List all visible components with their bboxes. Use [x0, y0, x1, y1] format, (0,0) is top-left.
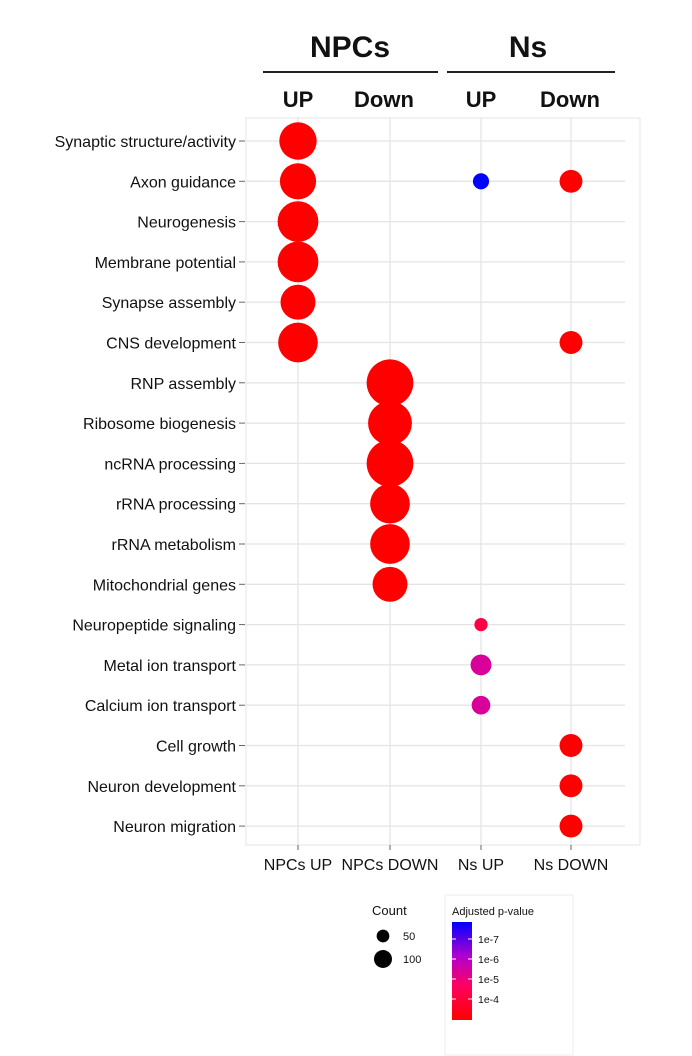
x-tick-label: NPCs UP: [264, 857, 332, 874]
y-tick-label: Ribosome biogenesis: [83, 416, 236, 433]
header-sub-npcs-up: UP: [283, 87, 314, 112]
colorbar-tick-label: 1e-4: [478, 994, 499, 1006]
y-tick-label: CNS development: [106, 336, 236, 353]
colorbar-tick-label: 1e-6: [478, 954, 499, 966]
data-point: [280, 284, 316, 320]
header-ns: Ns: [509, 31, 547, 64]
y-tick-label: Cell growth: [156, 739, 236, 756]
y-tick-label: Neurogenesis: [137, 215, 236, 232]
y-axis-labels: Synaptic structure/activity Axon guidance…: [55, 134, 245, 836]
count-legend-label: 100: [403, 954, 421, 966]
y-tick-label: Neuron migration: [113, 819, 236, 836]
y-tick-label: Neuropeptide signaling: [72, 618, 236, 635]
data-point: [559, 169, 583, 193]
data-point: [559, 734, 583, 757]
y-tick-label: ncRNA processing: [104, 456, 236, 473]
count-legend-dot: [374, 950, 392, 968]
data-point: [370, 524, 410, 564]
data-point: [559, 814, 583, 838]
x-tick-label: Ns UP: [458, 857, 504, 874]
pvalue-legend-ticks: 1e-7 1e-6 1e-5 1e-4: [452, 934, 499, 1006]
x-tick-label: NPCs DOWN: [342, 857, 439, 874]
y-tick-label: Synaptic structure/activity: [55, 134, 236, 151]
data-point: [559, 331, 583, 354]
data-point: [559, 774, 583, 798]
data-point: [277, 241, 319, 283]
y-tick-label: rRNA metabolism: [112, 537, 236, 554]
data-point: [470, 654, 492, 676]
data-point: [278, 322, 318, 363]
data-point: [368, 401, 412, 446]
count-legend-entries: 50 100: [374, 929, 421, 968]
pvalue-legend-title: Adjusted p-value: [452, 906, 534, 918]
colorbar-tick-label: 1e-5: [478, 974, 499, 986]
y-tick-label: rRNA processing: [116, 497, 236, 514]
count-legend-label: 50: [403, 931, 415, 943]
header-sub-ns-up: UP: [466, 87, 497, 112]
data-point: [279, 163, 317, 200]
data-point: [279, 122, 317, 160]
data-point: [471, 695, 491, 715]
header-npcs: NPCs: [310, 31, 390, 64]
count-legend-box: [362, 895, 440, 977]
plot-panel: [245, 117, 641, 846]
data-point: [474, 617, 488, 632]
header-sub-ns-down: Down: [540, 87, 600, 112]
data-point: [277, 201, 319, 242]
data-point: [472, 173, 490, 190]
count-legend-dot: [376, 929, 390, 943]
data-point: [366, 359, 414, 407]
y-tick-label: Neuron development: [87, 779, 236, 796]
y-tick-label: Axon guidance: [130, 174, 236, 191]
colorbar-tick-label: 1e-7: [478, 934, 499, 946]
data-point: [366, 440, 414, 487]
data-points: [277, 122, 583, 838]
pvalue-colorbar: [452, 922, 472, 1020]
y-tick-label: Membrane potential: [95, 255, 236, 272]
y-tick-label: Mitochondrial genes: [93, 577, 236, 594]
header-sub-npcs-down: Down: [354, 87, 414, 112]
data-point: [372, 566, 408, 602]
x-axis-labels: NPCs UP NPCs DOWN Ns UP Ns DOWN: [264, 845, 609, 874]
y-tick-label: Synapse assembly: [102, 295, 236, 312]
y-tick-label: Calcium ion transport: [85, 698, 237, 715]
data-point: [370, 483, 410, 524]
y-tick-label: Metal ion transport: [103, 658, 236, 675]
y-tick-label: RNP assembly: [130, 376, 236, 393]
count-legend-title: Count: [372, 903, 407, 918]
x-tick-label: Ns DOWN: [534, 857, 609, 874]
